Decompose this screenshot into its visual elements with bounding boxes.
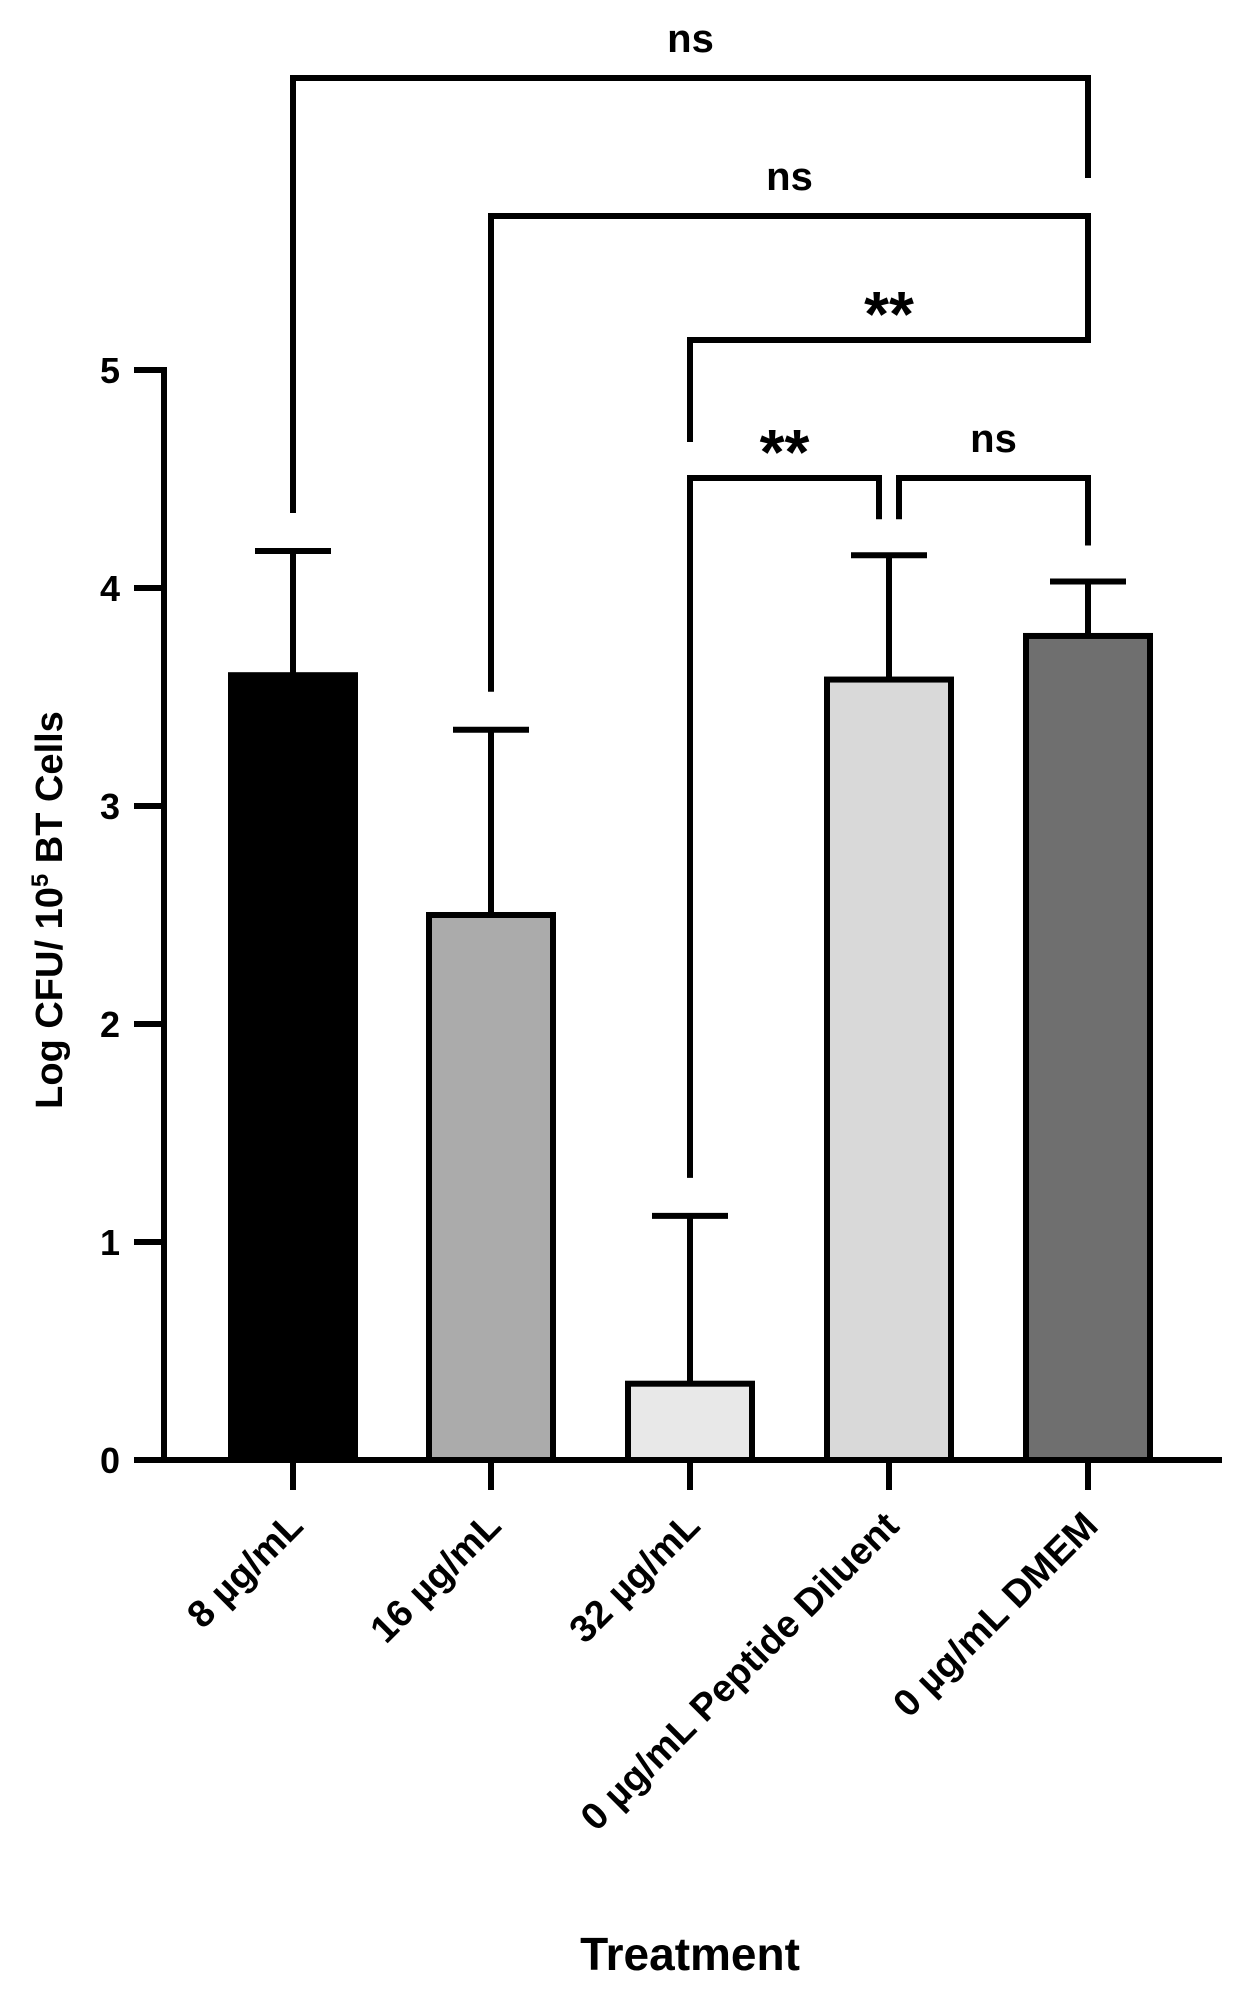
- x-axis-label: Treatment: [580, 1928, 800, 1980]
- significance-bracket: [896, 475, 1091, 546]
- y-tick-label: 1: [100, 1222, 120, 1263]
- x-tick-label: 0 µg/mL DMEM: [886, 1505, 1107, 1726]
- y-tick-label: 3: [100, 786, 120, 827]
- significance-bracket: [687, 475, 882, 1178]
- chart-bars: [228, 632, 1153, 1463]
- significance-label: **: [760, 416, 810, 488]
- bar: [228, 672, 358, 1463]
- bar: [426, 912, 556, 1463]
- y-axis-label: Log CFU/ 105 BT Cells: [27, 711, 71, 1109]
- significance-bracket: [687, 306, 1091, 442]
- bar: [824, 676, 954, 1463]
- error-bars: [255, 547, 1126, 1384]
- significance-label: ns: [970, 417, 1017, 461]
- x-tick-label: 0 µg/mL Peptide Diluent: [573, 1504, 908, 1839]
- significance-bracket: [488, 213, 1091, 692]
- significance-label: **: [864, 278, 914, 350]
- y-tick-label: 5: [100, 350, 120, 391]
- y-axis-label-tail: BT Cells: [29, 711, 71, 874]
- significance-bracket: [290, 75, 1091, 513]
- bar: [1023, 632, 1153, 1463]
- significance-brackets: ns ns ** ** ns: [290, 17, 1091, 1178]
- x-tick-label: 8 µg/mL: [180, 1505, 312, 1637]
- x-tick-label: 32 µg/mL: [562, 1505, 709, 1652]
- y-axis-label-superscript: 5: [27, 874, 54, 887]
- significance-label: ns: [766, 155, 813, 199]
- axis-labels: Log CFU/ 105 BT Cells Treatment: [27, 711, 800, 1980]
- bar: [625, 1380, 755, 1463]
- x-tick-label: 16 µg/mL: [363, 1505, 510, 1652]
- y-tick-label: 4: [100, 568, 120, 609]
- significance-label: ns: [667, 17, 714, 61]
- y-tick-label: 2: [100, 1004, 120, 1045]
- y-tick-label: 0: [100, 1440, 120, 1481]
